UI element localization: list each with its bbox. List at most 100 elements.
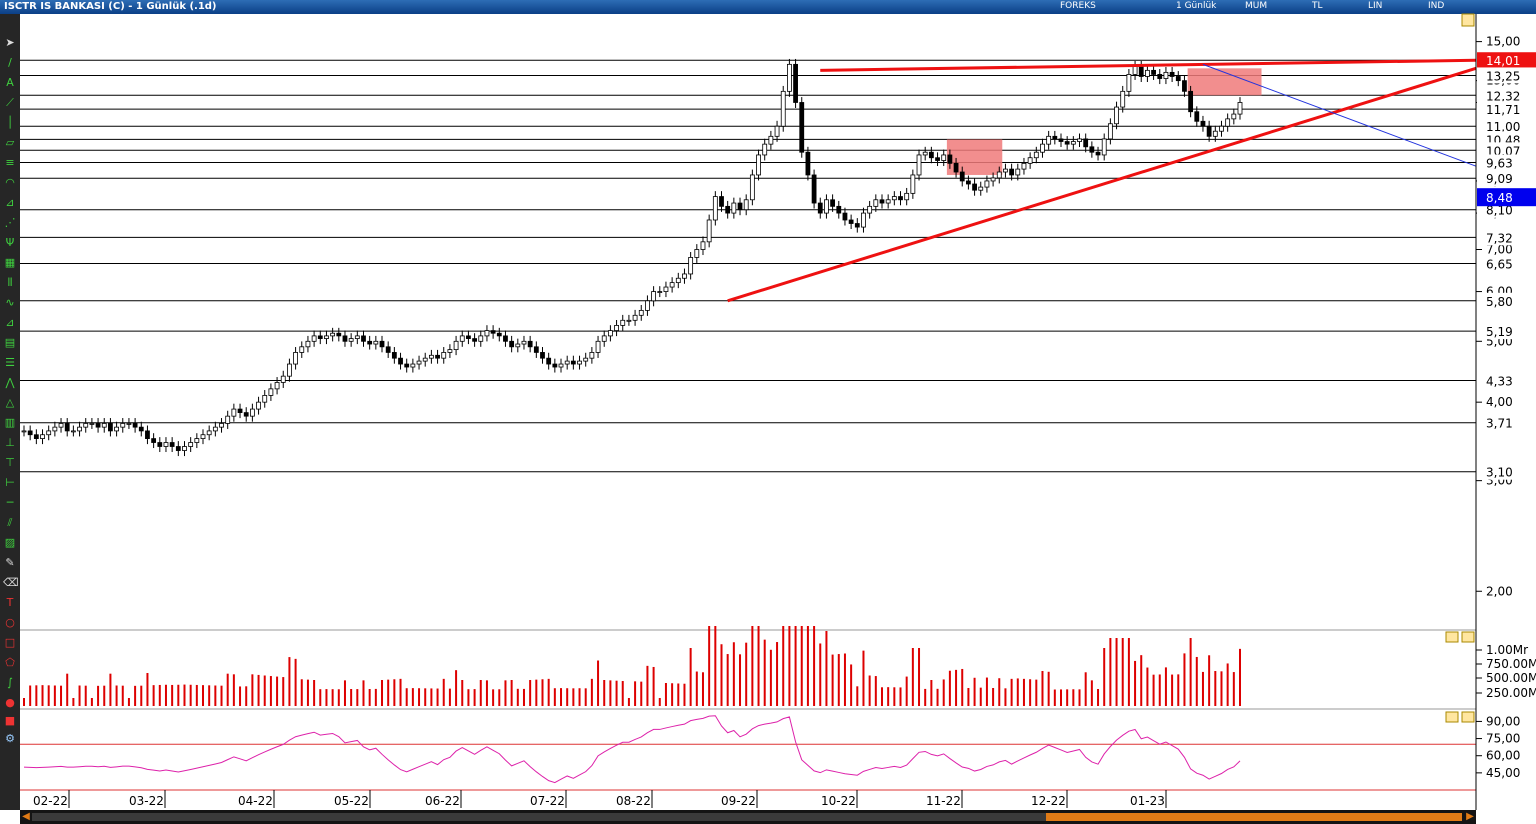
- volume-bar: [695, 671, 698, 706]
- chart-type-select[interactable]: MUM: [1245, 1, 1268, 11]
- bands-icon[interactable]: ☰: [5, 356, 15, 369]
- horizontal-scrollbar[interactable]: ◀ ▶: [20, 810, 1476, 824]
- volume-bar: [66, 673, 69, 706]
- volume-bar: [627, 698, 630, 706]
- candle-body: [1114, 106, 1119, 125]
- candle-body: [1046, 135, 1052, 145]
- rsi-line: [23, 715, 1241, 784]
- volume-bar: [776, 642, 779, 706]
- candle-body: [1145, 69, 1150, 77]
- volume-bar: [751, 626, 754, 706]
- curve-icon[interactable]: ∫: [7, 676, 13, 689]
- volume-bar: [442, 678, 445, 706]
- volume-bar: [516, 688, 519, 706]
- candle-body: [496, 332, 502, 337]
- scroll-right-icon[interactable]: ▶: [1466, 811, 1474, 822]
- rectangle-icon[interactable]: □: [4, 636, 16, 649]
- candle-body: [515, 343, 521, 348]
- filled-ellipse-icon[interactable]: ●: [5, 696, 15, 709]
- level-icon[interactable]: ⊢: [5, 476, 15, 489]
- volume-bar: [837, 654, 840, 706]
- volume-close-icon[interactable]: [1461, 631, 1475, 643]
- rsi-settings-icon[interactable]: [1445, 711, 1459, 723]
- scroll-thumb[interactable]: [1046, 813, 1462, 821]
- volume-bar: [1171, 674, 1174, 706]
- level-price-box: [1477, 463, 1536, 480]
- rsi-close-icon[interactable]: [1461, 711, 1475, 723]
- wave-icon[interactable]: ∿: [5, 296, 15, 309]
- volume-bar: [671, 683, 674, 706]
- candle-body: [854, 223, 860, 228]
- candle-body: [1083, 138, 1089, 148]
- volume-bar: [1208, 655, 1211, 706]
- grid-icon[interactable]: ▦: [4, 256, 16, 269]
- arrow-cursor-icon[interactable]: ➤: [5, 36, 15, 49]
- text-tool-icon[interactable]: A: [6, 76, 14, 89]
- polygon-icon[interactable]: ⬠: [5, 656, 15, 669]
- ruler-icon[interactable]: ▥: [4, 416, 16, 429]
- volume-bar: [948, 670, 951, 706]
- candle-body: [984, 180, 990, 188]
- time-axis: 02-22 03-22 04-22 05-22 06-22 07-22 08-22 09-22…: [33, 790, 1167, 808]
- period-select[interactable]: 1 Günlük: [1176, 1, 1217, 11]
- eraser-icon[interactable]: ✎: [5, 556, 15, 569]
- volume-bar: [1239, 648, 1241, 706]
- volume-bar: [1103, 648, 1106, 706]
- volume-bar: [843, 653, 846, 706]
- candle-body: [614, 325, 619, 332]
- gann-icon[interactable]: ⋰: [4, 216, 16, 229]
- currency-select[interactable]: TL: [1312, 1, 1323, 11]
- volume-bar: [140, 685, 143, 706]
- measure-icon[interactable]: ⊥: [5, 436, 15, 449]
- volume-bar: [269, 676, 272, 706]
- volume-bar: [560, 688, 563, 706]
- rsi-axis: 90,00 75,00 60,00 45,00: [1476, 714, 1520, 780]
- zigzag-icon[interactable]: ⋀: [5, 376, 15, 389]
- volume-bar: [985, 677, 988, 706]
- volume-settings-icon[interactable]: [1445, 631, 1459, 643]
- trend-line-icon[interactable]: ⟋: [6, 96, 14, 109]
- volume-bar: [893, 687, 896, 706]
- hatch-icon[interactable]: ▨: [4, 536, 16, 549]
- volume-bar: [319, 689, 322, 706]
- settings-icon[interactable]: ⚙: [5, 732, 15, 745]
- fibonacci-icon[interactable]: ≡: [5, 156, 15, 169]
- clear-icon[interactable]: ⌫: [3, 576, 19, 589]
- vertical-line-icon[interactable]: │: [6, 116, 14, 129]
- parallel-icon[interactable]: ⫽: [7, 516, 13, 529]
- indicator-select[interactable]: IND: [1428, 1, 1445, 11]
- marker-icon[interactable]: ⊤: [5, 456, 15, 469]
- label-icon[interactable]: T: [6, 596, 14, 609]
- pen-icon[interactable]: /: [8, 56, 12, 69]
- cycle-icon[interactable]: ⦀: [7, 276, 13, 289]
- volume-bar: [1214, 671, 1217, 706]
- speed-line-icon[interactable]: ⊿: [5, 316, 15, 329]
- candle-body: [688, 257, 694, 275]
- volume-bar: [905, 676, 908, 706]
- forex-label[interactable]: FOREKS: [1060, 1, 1096, 11]
- triangle-icon[interactable]: △: [5, 396, 15, 409]
- candle-body: [114, 426, 119, 432]
- filled-rect-icon[interactable]: ■: [4, 714, 16, 727]
- pitchfork-icon[interactable]: Ψ: [5, 236, 15, 249]
- scroll-track[interactable]: [32, 813, 1462, 821]
- volume-bar: [492, 689, 495, 706]
- volume-bar: [356, 689, 359, 706]
- volume-bar: [541, 679, 544, 706]
- candle-body: [1200, 120, 1206, 127]
- candle-body: [163, 442, 169, 447]
- scroll-left-icon[interactable]: ◀: [22, 811, 30, 822]
- level-price-label: 9,09: [1486, 172, 1513, 186]
- arc-icon[interactable]: ◠: [5, 176, 15, 189]
- channel-icon[interactable]: ▱: [5, 136, 15, 149]
- ellipse-icon[interactable]: ○: [5, 616, 15, 629]
- horizontal-line-icon[interactable]: ─: [6, 496, 14, 509]
- regression-icon[interactable]: ▤: [4, 336, 16, 349]
- candle-body: [1126, 74, 1132, 92]
- scale-select[interactable]: LIN: [1368, 1, 1383, 11]
- candle-body: [391, 352, 397, 359]
- maximize-icon[interactable]: [1461, 13, 1475, 27]
- fan-icon[interactable]: ⊿: [5, 196, 15, 209]
- candle-body: [1231, 113, 1237, 120]
